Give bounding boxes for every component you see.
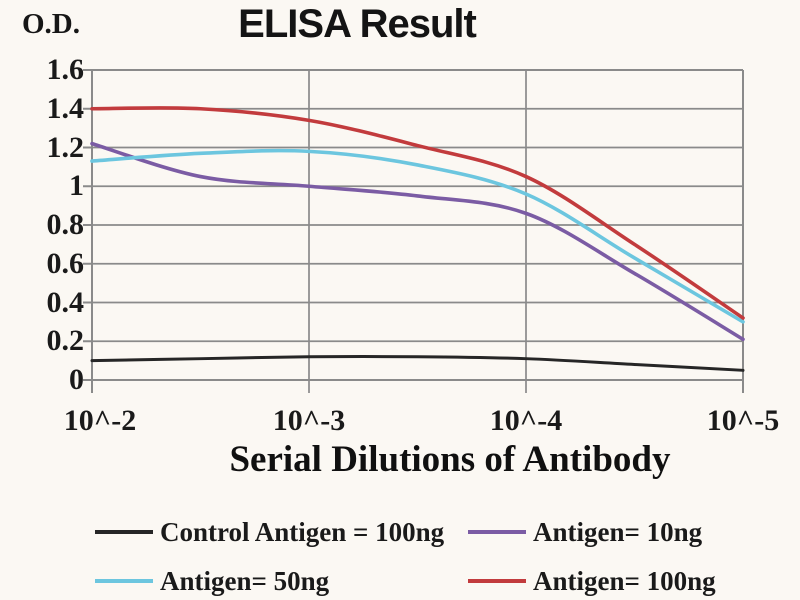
y-tick-label: 0.8 — [46, 208, 85, 241]
y-tick-label: 0.6 — [46, 246, 85, 280]
legend-line-swatch — [95, 579, 153, 583]
legend-label: Antigen= 50ng — [160, 565, 330, 596]
series-line-0 — [90, 355, 745, 372]
y-tick-label: 1.2 — [46, 130, 85, 164]
legend-item-antigen-10ng: Antigen= 10ng — [468, 517, 702, 547]
legend-line-swatch — [95, 530, 153, 534]
legend-item-antigen-50ng: Antigen= 50ng — [95, 566, 329, 596]
y-tick-label: 1 — [69, 169, 84, 203]
legend: Control Antigen = 100ng Antigen= 10ng An… — [0, 505, 800, 600]
y-tick-label: 0.2 — [46, 324, 85, 358]
legend-label: Control Antigen = 100ng — [160, 516, 445, 547]
chart-canvas — [83, 69, 745, 393]
legend-item-control-antigen: Control Antigen = 100ng — [95, 517, 444, 547]
series-line-1 — [90, 141, 745, 342]
legend-label: Antigen= 100ng — [533, 565, 716, 596]
x-axis-title: Serial Dilutions of Antibody — [229, 439, 671, 480]
y-tick-label: 0.4 — [46, 285, 85, 319]
y-axis-unit-label: O.D. — [22, 8, 80, 40]
plot-area — [83, 69, 745, 393]
legend-line-swatch — [468, 579, 526, 583]
y-tick-label: 0 — [69, 363, 84, 396]
x-tick-label: 10^-3 — [272, 404, 346, 437]
y-tick-label: 1.6 — [46, 53, 85, 86]
legend-line-swatch — [468, 530, 526, 534]
chart-title: ELISA Result — [238, 2, 477, 46]
x-tick-label: 10^-5 — [706, 404, 780, 437]
legend-label: Antigen= 10ng — [533, 516, 703, 547]
x-tick-label: 10^-4 — [489, 404, 563, 437]
series-line-3 — [90, 106, 745, 320]
series-line-2 — [90, 148, 745, 324]
y-tick-label: 1.4 — [46, 91, 85, 125]
x-tick-label: 10^-2 — [63, 404, 137, 437]
legend-item-antigen-100ng: Antigen= 100ng — [468, 566, 716, 596]
